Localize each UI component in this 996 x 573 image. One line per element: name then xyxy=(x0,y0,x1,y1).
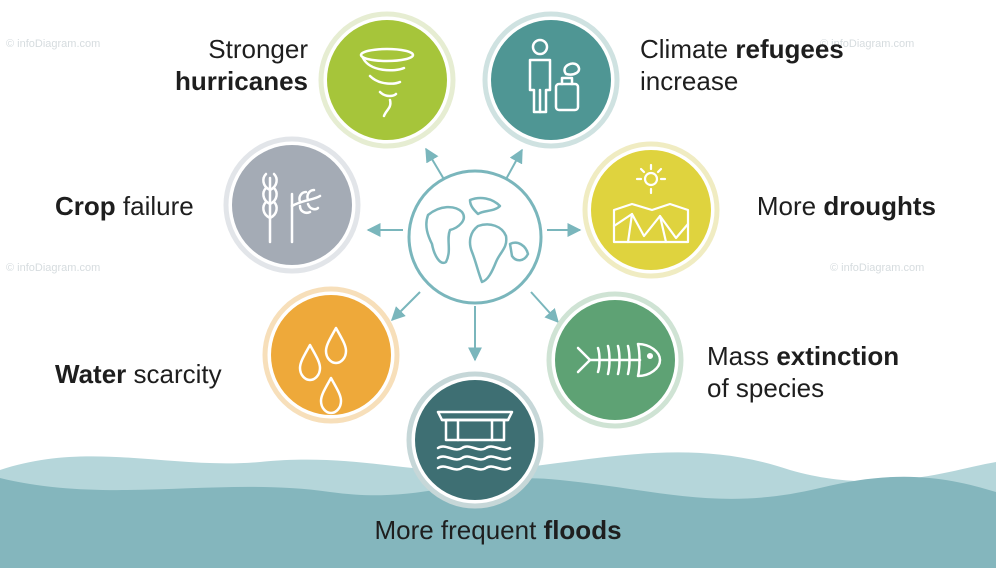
label-water-rest: scarcity xyxy=(126,359,222,389)
watermark: © infoDiagram.com xyxy=(820,38,915,50)
label-extinction-line2: of species xyxy=(707,373,825,403)
label-water-bold: Water xyxy=(55,359,127,389)
node-droughts xyxy=(582,141,720,279)
label-refugees-pre: Climate xyxy=(640,34,736,64)
arrow-extinction xyxy=(530,291,559,324)
node-extinction xyxy=(546,291,684,429)
node-floods xyxy=(406,371,544,509)
flooded-house-icon xyxy=(436,410,514,471)
fish-skeleton-icon xyxy=(576,342,662,378)
arrow-refugees xyxy=(504,148,523,182)
label-crop: Crop failure xyxy=(55,190,194,222)
arrow-water xyxy=(391,291,421,321)
node-hurricanes xyxy=(318,11,456,149)
water-drops-icon xyxy=(298,326,348,415)
node-crop xyxy=(223,136,361,274)
label-droughts: More droughts xyxy=(757,190,936,222)
refugee-with-luggage-icon xyxy=(528,38,581,114)
label-extinction-pre: Mass xyxy=(707,341,777,371)
label-floods-pre: More frequent xyxy=(374,515,544,545)
arrow-hurricanes xyxy=(425,147,446,182)
node-refugees xyxy=(482,11,620,149)
label-droughts-bold: droughts xyxy=(823,191,936,221)
label-hurricanes: Stronger hurricanes xyxy=(175,33,308,97)
arrows xyxy=(366,147,582,362)
label-extinction: Mass extinction of species xyxy=(707,340,899,404)
node-water xyxy=(262,286,400,424)
label-hurricanes-line1: Stronger xyxy=(208,34,308,64)
watermark: © infoDiagram.com xyxy=(830,262,925,274)
watermark: © infoDiagram.com xyxy=(6,262,101,274)
label-droughts-pre: More xyxy=(756,191,824,221)
label-floods: More frequent floods xyxy=(0,514,996,546)
label-refugees-line2: increase xyxy=(640,66,739,96)
label-water: Water scarcity xyxy=(55,358,222,390)
sun-over-cracked-ground-icon xyxy=(612,163,690,244)
label-extinction-bold: extinction xyxy=(776,341,900,371)
watermark: © infoDiagram.com xyxy=(6,38,101,50)
tornado-icon xyxy=(359,47,415,118)
wave-front xyxy=(0,476,996,568)
label-hurricanes-bold: hurricanes xyxy=(175,66,308,96)
label-crop-rest: failure xyxy=(115,191,194,221)
label-refugees: Climate refugees increase xyxy=(640,33,844,97)
label-crop-bold: Crop xyxy=(55,191,116,221)
label-refugees-bold: refugees xyxy=(735,34,844,64)
wheat-icon xyxy=(262,172,322,244)
label-floods-bold: floods xyxy=(543,515,622,545)
globe-icon xyxy=(407,169,543,305)
